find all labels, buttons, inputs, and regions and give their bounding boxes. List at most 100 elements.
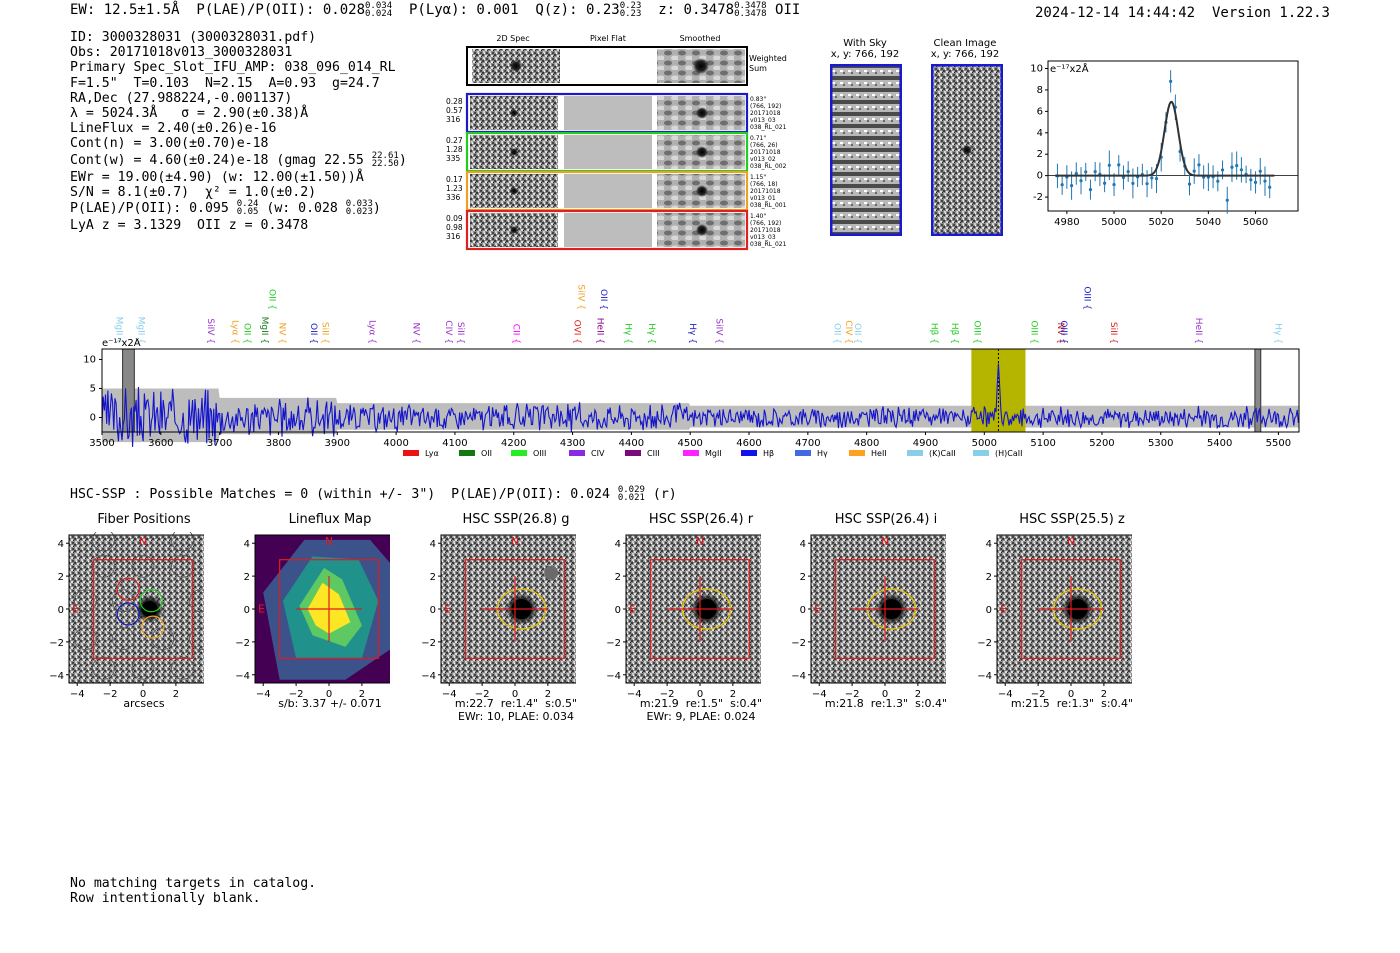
spectrum-xtick-label: 4500 [677,438,702,449]
hsc-band: (r) [644,487,677,502]
fiber-circle [189,627,204,650]
weighted-label-1: Weighted [749,54,787,63]
footer-line1: No matching targets in catalog. [70,876,317,891]
footer-line2: Row intentionally blank. [70,891,261,906]
weighted-label-2: Sum [749,64,767,73]
hsc-plae-lo: 0.021 [617,493,645,503]
info-slot: Primary Spec_Slot_IFU_AMP: 038_096_014_R… [70,60,396,76]
hsc-ytick-label: 0 [244,605,250,616]
clean-image [931,64,1003,236]
zoom-point [1216,179,1220,183]
east-label: E [814,602,821,615]
plae-hi: 0.034 [365,1,393,11]
zoom-point [1230,165,1234,169]
cutout-right-value: (766, 192) [750,103,781,110]
info-contn: Cont(n) = 3.00(±0.70)e-18 [70,136,269,152]
zoom-xtick-label: 5060 [1243,217,1268,228]
cutout-smoothed-source [696,146,708,158]
spectrum-xtick-label: 5000 [972,438,997,449]
emission-line-label: Hγ { [687,323,697,344]
hsc-xtick-label: −4 [627,689,642,700]
plaew-lo: 0.023 [345,207,373,218]
cutout-smoothed-source [696,185,708,197]
legend-label: (H)CaII [995,449,1022,458]
cutout-left-value: 335 [446,154,461,163]
detection-info: ID: 3000328031 (3000328031.pdf) Obs: 2017… [70,30,407,233]
emission-line-label: OII { [308,323,318,344]
legend-label: Hβ [763,449,774,458]
hsc-ytick-label: 2 [58,572,64,583]
cutout-right-value: 20171018 [750,110,781,117]
spectrum-xtick-label: 4100 [442,438,467,449]
zoom-point [1079,179,1083,183]
spectrum-xtick-label: 5100 [1030,438,1055,449]
hsc-xtick-label: −2 [475,689,490,700]
hsc-xtick-label: 2 [173,689,179,700]
line-label-strip: MgII {MgII {SiIV {Lyα {OII {MgII {OII {N… [114,284,1283,344]
hsc-xtick-label: 0 [326,689,332,700]
cutout-right-value: v013_01 [750,195,776,202]
zoom-point [1187,182,1192,186]
hsc-xtick-label: −2 [1031,689,1046,700]
spectrum-ticks: 10 5 0 3500 3600 3700 3800 3900 4000 4100 4200 4300… [83,354,1291,449]
cutout-right-value: 0.71" [750,135,766,142]
cutout-right-value: v013_03 [750,234,776,241]
info-obs: Obs: 20171018v013_3000328031 [70,45,293,61]
cutout-right-value: 20171018 [750,227,781,234]
zoom-point [1263,179,1267,183]
hsc-source-core [141,601,158,617]
hsc-xtick-label: −4 [812,689,827,700]
hsc-panel-title: Lineflux Map [288,512,372,527]
hsc-panel-caption: arcsecs [123,697,165,710]
spectrum-xtick-label: 4800 [854,438,879,449]
cutout-pixel-flat [564,174,652,208]
z-text: z: 0.3478 [641,2,735,18]
emission-line-label: OII { [241,323,251,344]
emission-line-label: SiII { [320,322,330,344]
info-lambda: λ = 5024.3Å σ = 2.90(±0.38)Å [70,106,309,122]
legend-swatch [795,450,811,456]
cutout-2d-source [510,109,518,117]
cutout-right-value: v013_02 [750,156,776,163]
east-label: E [1000,602,1007,615]
hsc-xtick-label: 2 [915,689,921,700]
spectrum-ytick-label: 5 [90,383,96,394]
zoom-point [1258,169,1262,173]
emission-line-label: OIII { [1081,286,1091,310]
cutout-smoothed-source [696,107,708,119]
zoom-gaussian-fit [1055,100,1275,177]
hsc-title-text: HSC-SSP : Possible Matches = 0 (within +… [70,487,610,502]
info-id: ID: 3000328031 (3000328031.pdf) [70,30,317,45]
fiber-circle [171,532,194,552]
emission-line-label: NV { [411,323,421,344]
gmag-range: 22.61 22.50 [371,150,399,168]
hsc-xtick-label: 0 [1068,689,1074,700]
cutout-right-value: 0.83" [750,96,766,103]
hsc-panel-title: HSC SSP(26.4) i [834,512,938,527]
zoom-point [1069,183,1074,188]
cutout-left-value: 0.57 [446,106,463,115]
cutout-left-value: 0.17 [446,175,463,184]
zoom-axes [1047,60,1299,212]
emission-line-label: Lyα { [367,320,377,344]
hsc-title: HSC-SSP : Possible Matches = 0 (within +… [70,486,677,503]
spectrum-xtick-label: 3900 [325,438,350,449]
hsc-ytick-label: −4 [606,671,621,682]
info-lineflux: LineFlux = 2.40(±0.26)e-16 [70,121,277,137]
plae-text: P(LAE)/P(OII): 0.095 [70,201,229,217]
hsc-panel-caption: m:22.7 re:1.4" s:0.5" EWr: 10, PLAE: 0.0… [454,697,578,723]
gmag-hi: 22.61 [371,150,399,161]
contw-text: Cont(w) = 4.60(±0.24)e-18 (gmag 22.55 [70,152,364,168]
zoom-point [1093,169,1097,174]
zoom-xtick-label: 5040 [1196,217,1221,228]
hsc-ytick-label: 0 [430,605,436,616]
zoom-ylabel: e⁻¹⁷x2Å [1050,62,1089,75]
spectrum-xtick-label: 4400 [619,438,644,449]
qz-lo: 0.23 [619,9,642,19]
hsc-ytick-label: −2 [791,638,806,649]
cutout-2d-source [510,226,518,234]
fiber-highlight [116,577,140,601]
emission-line-label: Hβ { [949,323,959,344]
